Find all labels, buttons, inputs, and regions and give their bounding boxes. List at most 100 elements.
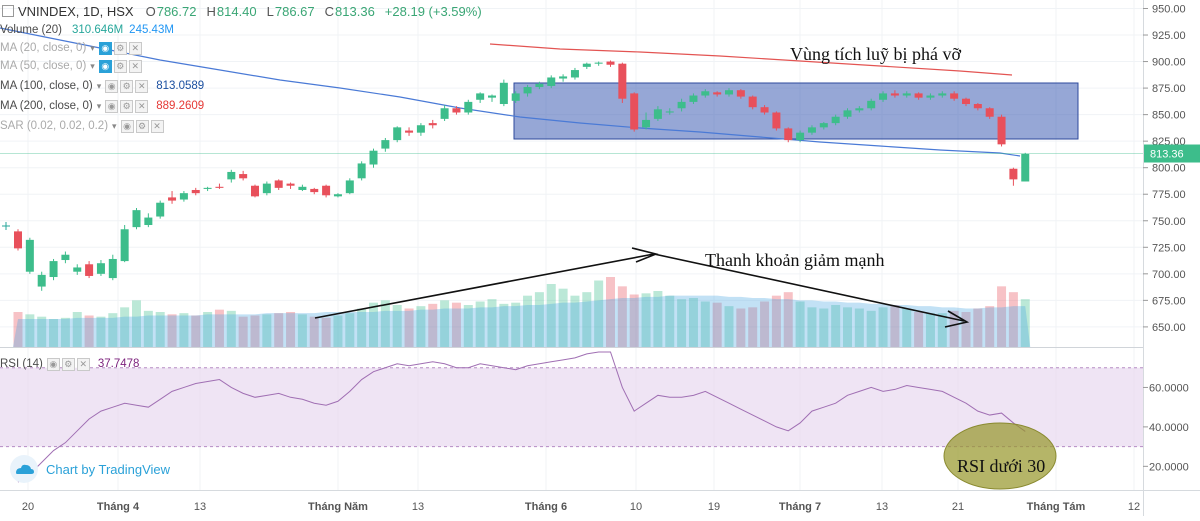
volume-bar	[167, 314, 177, 347]
price-tick-label: 750.00	[1152, 216, 1186, 228]
volume-bar	[653, 291, 663, 347]
volume-bar	[854, 308, 864, 347]
time-tick-label: Tháng 4	[97, 501, 140, 513]
eye-icon[interactable]: ◉	[120, 119, 134, 133]
volume-bar	[214, 309, 224, 347]
time-tick-label: 13	[876, 501, 888, 513]
arrow-head	[944, 310, 970, 328]
ma100-line	[0, 27, 1021, 157]
candle-body	[997, 116, 1006, 145]
chevron-down-icon[interactable]: ▾	[96, 80, 102, 91]
legend-ma20-name: MA (20, close, 0)	[0, 42, 87, 54]
legend-volume[interactable]: Volume (20) 310.646M 245.43M	[0, 22, 174, 38]
branding-text: Chart by TradingView	[46, 461, 171, 477]
menu-icon[interactable]	[2, 5, 14, 17]
candle-body	[37, 274, 46, 287]
annotation-rsi-below-30: RSI dưới 30	[957, 456, 1046, 476]
volume-bar	[1008, 292, 1018, 347]
eye-icon[interactable]: ◉	[46, 357, 60, 371]
close-icon[interactable]: ✕	[135, 99, 149, 113]
gear-icon[interactable]: ⚙	[61, 357, 75, 371]
legend-ma200-value: 889.2609	[156, 100, 205, 112]
candle-body	[879, 93, 888, 100]
close-value: 813.36	[335, 3, 375, 19]
legend-ma100-value: 813.0589	[156, 80, 205, 92]
chevron-down-icon[interactable]: ▾	[96, 100, 102, 111]
legend-sar[interactable]: SAR (0.02, 0.02, 0.2) ▾ ◉ ⚙ ✕	[0, 118, 166, 134]
close-icon[interactable]: ✕	[135, 79, 149, 93]
candle-body	[25, 239, 34, 272]
volume-bar	[25, 314, 35, 347]
eye-icon[interactable]: ◉	[98, 41, 112, 55]
close-icon[interactable]: ✕	[76, 357, 90, 371]
volume-bar	[357, 308, 367, 347]
candle-body	[393, 127, 402, 141]
volume-bar	[748, 307, 758, 347]
volume-bar	[843, 307, 852, 347]
chevron-down-icon[interactable]: ▾	[90, 60, 95, 71]
candle-body	[239, 174, 248, 179]
candle-body	[653, 109, 662, 119]
gear-icon[interactable]: ⚙	[120, 79, 134, 93]
gear-icon[interactable]: ⚙	[113, 41, 127, 55]
time-tick-label: Tháng 7	[779, 501, 821, 513]
volume-bar	[700, 301, 710, 347]
candle-body	[796, 132, 805, 141]
candle-body	[262, 183, 271, 194]
volume-bar	[819, 308, 829, 347]
volume-bar	[463, 305, 473, 347]
candle-body	[61, 254, 70, 261]
candle-body	[926, 95, 935, 98]
volume-bar	[428, 303, 438, 347]
candle-body	[547, 77, 556, 86]
gear-icon[interactable]: ⚙	[120, 99, 134, 113]
volume-bar	[712, 302, 722, 347]
logo-cloud-icon	[16, 464, 34, 474]
chevron-down-icon[interactable]: ▾	[90, 42, 95, 53]
close-icon[interactable]: ✕	[150, 119, 164, 133]
candle-body	[677, 101, 686, 109]
close-icon[interactable]: ✕	[128, 59, 142, 73]
legend-ma20[interactable]: MA (20, close, 0) ▾ ◉ ⚙ ✕	[0, 40, 144, 56]
price-tick-label: 775.00	[1152, 189, 1186, 201]
legend-ma200[interactable]: MA (200, close, 0) ▾ ◉ ⚙ ✕ 889.2609	[0, 98, 204, 114]
volume-bar	[997, 286, 1007, 347]
symbol-name[interactable]: VNINDEX, 1D, HSX	[18, 3, 134, 19]
candle-body	[144, 217, 153, 226]
gear-icon[interactable]: ⚙	[113, 59, 127, 73]
legend-ma50[interactable]: MA (50, close, 0) ▾ ◉ ⚙ ✕	[0, 58, 144, 74]
annotation-box-broken: Vùng tích luỹ bị phá vỡ	[790, 44, 961, 64]
volume-bar	[72, 312, 82, 347]
legend-rsi[interactable]: RSI (14) ◉ ⚙ ✕ 37.7478	[0, 356, 139, 372]
volume-bar	[878, 307, 888, 347]
eye-icon[interactable]: ◉	[105, 79, 119, 93]
eye-icon[interactable]: ◉	[105, 99, 119, 113]
rsi-axis: 60.0000 40.0000 20.0000	[1143, 382, 1189, 473]
volume-bar	[286, 312, 296, 347]
candle-body	[819, 123, 828, 128]
candle-body	[962, 98, 970, 105]
price-tick-label: 875.00	[1152, 83, 1186, 95]
time-tick-label: Tháng Tám	[1027, 501, 1086, 513]
volume-bar	[309, 316, 319, 347]
legend-rsi-name: RSI (14)	[0, 358, 43, 370]
close-icon[interactable]: ✕	[128, 41, 142, 55]
tradingview-branding[interactable]: Chart by TradingView	[10, 455, 170, 483]
price-tick-label: 725.00	[1152, 242, 1186, 254]
time-axis: 20 Tháng 4 13 Tháng Năm 13 Tháng 6 10 19 Tháng 7…	[22, 501, 1140, 513]
candle-body	[784, 128, 793, 141]
legend-ma50-name: MA (50, close, 0)	[0, 60, 87, 72]
ma200-line	[489, 43, 1013, 76]
candle-body	[108, 258, 117, 279]
volume-bar	[191, 315, 201, 347]
candle-body	[14, 231, 22, 249]
eye-icon[interactable]: ◉	[98, 59, 112, 73]
volume-bar	[487, 299, 497, 347]
legend-ma200-name: MA (200, close, 0)	[0, 100, 93, 112]
legend-volume-name: Volume (20)	[0, 24, 63, 36]
legend-ma100[interactable]: MA (100, close, 0) ▾ ◉ ⚙ ✕ 813.0589	[0, 78, 204, 94]
gear-icon[interactable]: ⚙	[135, 119, 149, 133]
chevron-down-icon[interactable]: ▾	[112, 120, 117, 131]
volume-bar	[120, 307, 130, 347]
